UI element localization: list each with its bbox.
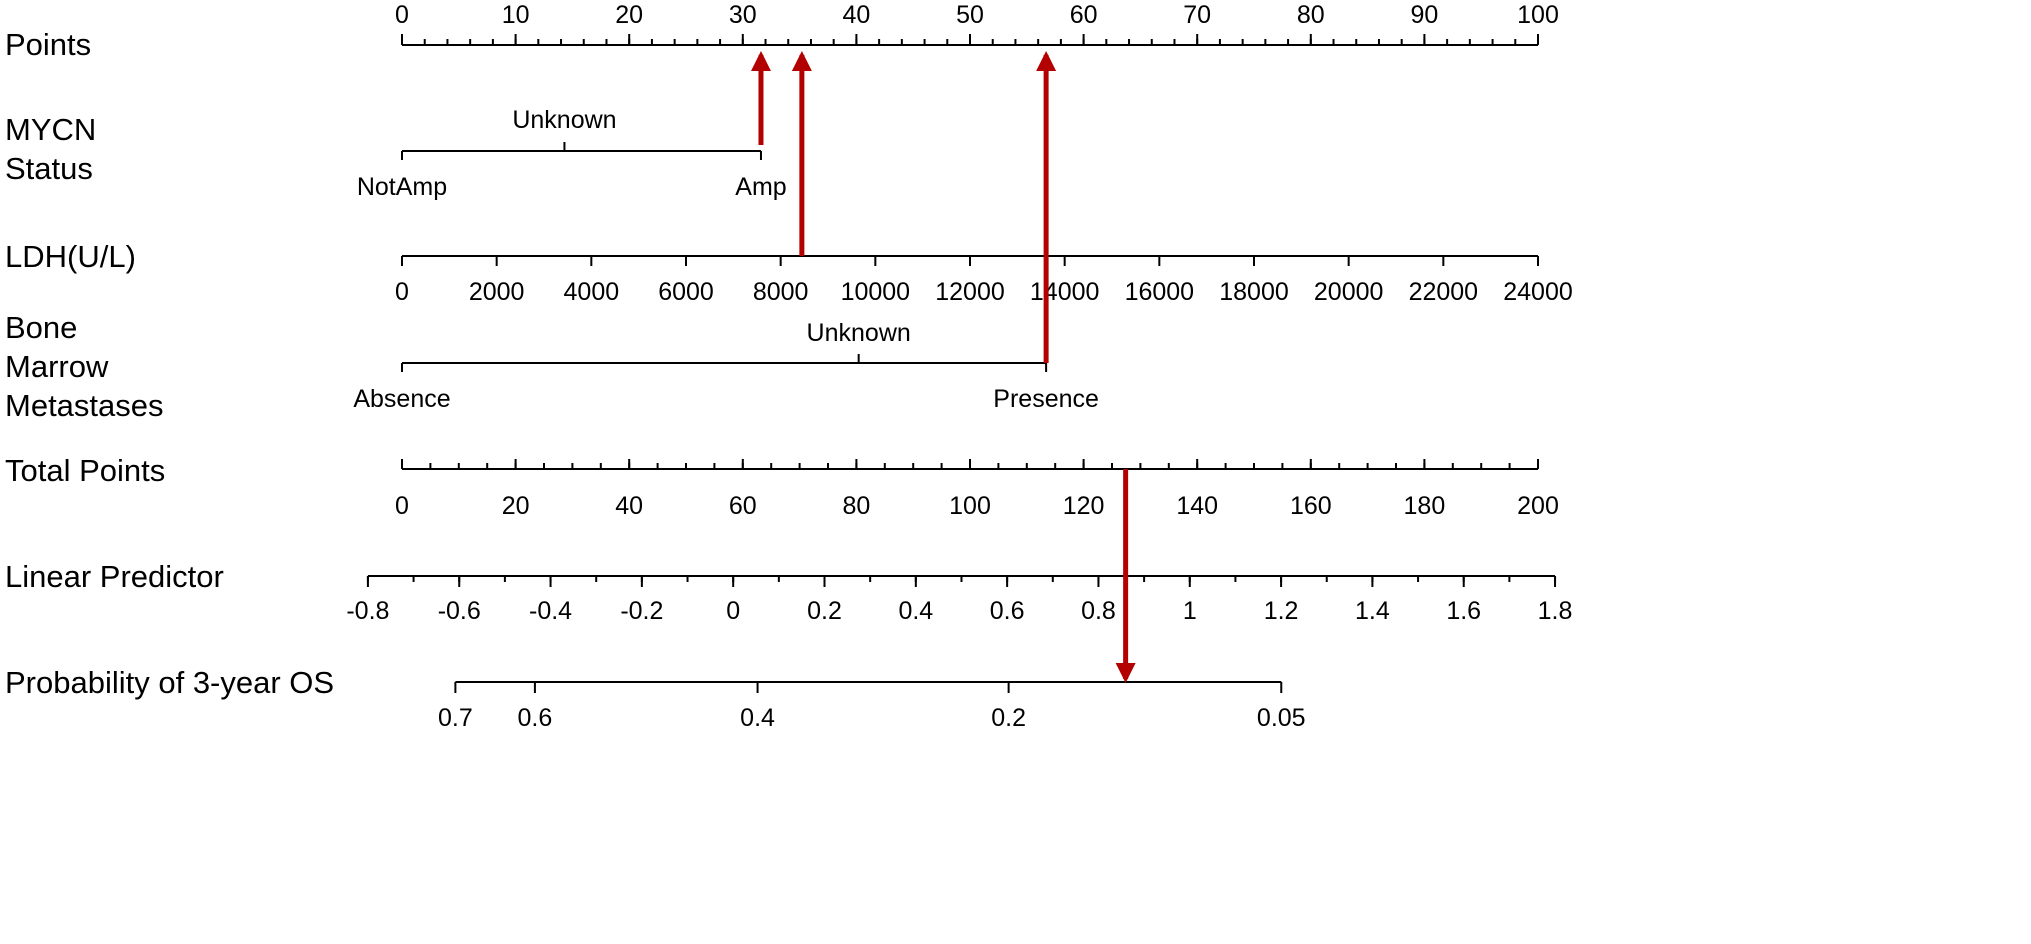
tick-label-lp: -0.6 [438, 597, 481, 625]
tick-label-ldh: 8000 [753, 278, 809, 306]
row-label-bmm-1: Marrow [5, 349, 109, 384]
tick-label-lp: 0 [726, 597, 740, 625]
tick-label-points: 60 [1070, 1, 1098, 29]
tick-label-points: 80 [1297, 1, 1325, 29]
tick-label-points: 20 [615, 1, 643, 29]
tick-label-lp: 0.8 [1081, 597, 1116, 625]
tick-label-points: 50 [956, 1, 984, 29]
tick-label-ldh: 22000 [1409, 278, 1479, 306]
tick-label-points: 10 [502, 1, 530, 29]
category-label-bmm-0: Absence [353, 385, 450, 413]
tick-label-points: 30 [729, 1, 757, 29]
tick-label-ldh: 20000 [1314, 278, 1384, 306]
tick-label-total: 160 [1290, 492, 1332, 520]
tick-label-ldh: 18000 [1219, 278, 1289, 306]
category-label-bmm-1: Unknown [807, 319, 911, 347]
tick-label-total: 120 [1063, 492, 1105, 520]
row-points: Points 0 10 20 30 40 50 60 70 80 90 100 [5, 1, 1559, 62]
tick-label-points: 100 [1517, 1, 1559, 29]
row-bmm: Bone Marrow Metastases Absence Unknown Presen… [5, 310, 1099, 423]
tick-label-ldh: 2000 [469, 278, 525, 306]
tick-label-total: 80 [842, 492, 870, 520]
tick-label-ldh: 0 [395, 278, 409, 306]
tick-label-total: 60 [729, 492, 757, 520]
tick-label-ldh: 6000 [658, 278, 714, 306]
tick-label-lp: -0.2 [620, 597, 663, 625]
row-label-points-0: Points [5, 27, 91, 62]
tick-label-total: 140 [1176, 492, 1218, 520]
tick-label-prob: 0.7 [438, 704, 473, 732]
tick-label-total: 20 [502, 492, 530, 520]
category-label-mycn-1: Unknown [512, 106, 616, 134]
tick-label-total: 100 [949, 492, 991, 520]
row-mycn: MYCN Status NotAmp Unknown Amp [5, 106, 787, 201]
tick-label-lp: 0.6 [990, 597, 1025, 625]
tick-label-ldh: 14000 [1030, 278, 1100, 306]
arrow-layer [750, 51, 1136, 683]
tick-label-lp: 1.2 [1264, 597, 1299, 625]
tick-label-ldh: 24000 [1503, 278, 1573, 306]
tick-label-ldh: 16000 [1125, 278, 1195, 306]
tick-label-lp: 1.4 [1355, 597, 1390, 625]
tick-label-lp: 0.4 [898, 597, 933, 625]
tick-label-lp: 1 [1183, 597, 1197, 625]
row-ldh: LDH(U/L) 0 2000 4000 6000 8000 10000 12000 14000… [5, 239, 1573, 306]
tick-label-lp: -0.8 [346, 597, 389, 625]
category-label-bmm-2: Presence [993, 385, 1099, 413]
tick-label-points: 90 [1410, 1, 1438, 29]
tick-label-total: 180 [1404, 492, 1446, 520]
tick-label-prob: 0.2 [991, 704, 1026, 732]
row-label-bmm-0: Bone [5, 310, 77, 345]
row-label-prob-0: Probability of 3-year OS [5, 665, 334, 700]
tick-label-points: 40 [842, 1, 870, 29]
tick-label-ldh: 4000 [564, 278, 620, 306]
tick-label-total: 40 [615, 492, 643, 520]
row-label-lp-0: Linear Predictor [5, 559, 224, 594]
tick-label-prob: 0.4 [740, 704, 775, 732]
tick-label-lp: 1.8 [1538, 597, 1573, 625]
row-label-total-0: Total Points [5, 453, 165, 488]
tick-label-ldh: 12000 [935, 278, 1005, 306]
tick-label-lp: 0.2 [807, 597, 842, 625]
tick-label-prob: 0.6 [518, 704, 553, 732]
row-label-mycn-1: Status [5, 151, 93, 186]
tick-label-prob: 0.05 [1257, 704, 1306, 732]
tick-label-points: 0 [395, 1, 409, 29]
tick-label-points: 70 [1183, 1, 1211, 29]
tick-label-total: 0 [395, 492, 409, 520]
row-label-bmm-2: Metastases [5, 388, 164, 423]
tick-label-lp: 1.6 [1446, 597, 1481, 625]
category-label-mycn-2: Amp [735, 173, 786, 201]
category-label-mycn-0: NotAmp [357, 173, 447, 201]
row-label-ldh-0: LDH(U/L) [5, 239, 136, 274]
tick-label-total: 200 [1517, 492, 1559, 520]
row-total: Total Points 0 20 40 60 80 100 120 140 160 180 200 [5, 453, 1559, 520]
row-prob: Probability of 3-year OS 0.7 0.6 0.4 0.2 0.05 [5, 665, 1306, 732]
row-label-mycn-0: MYCN [5, 112, 96, 147]
row-lp: Linear Predictor -0.8 -0.6 -0.4 -0.2 0 0.2 0.4 0… [5, 559, 1572, 625]
tick-label-lp: -0.4 [529, 597, 572, 625]
tick-label-ldh: 10000 [841, 278, 911, 306]
